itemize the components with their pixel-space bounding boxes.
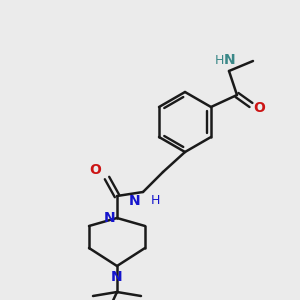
Text: O: O: [89, 163, 101, 177]
Text: N: N: [111, 270, 123, 284]
Text: N: N: [104, 211, 116, 225]
Text: H: H: [215, 54, 224, 67]
Text: H: H: [151, 194, 160, 207]
Text: O: O: [253, 101, 265, 115]
Text: N: N: [129, 194, 141, 208]
Text: N: N: [224, 53, 236, 67]
